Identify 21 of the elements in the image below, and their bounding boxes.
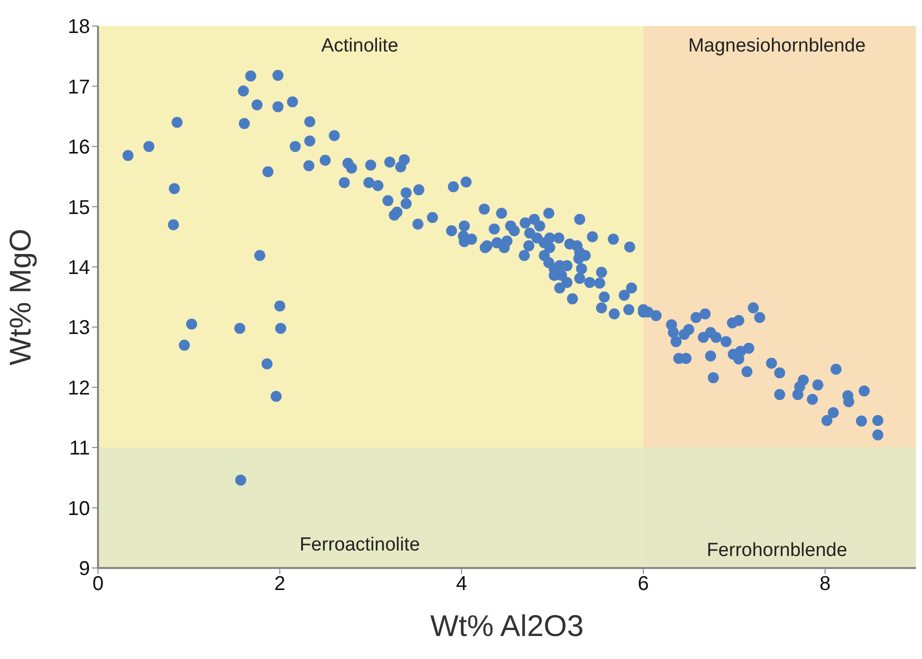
y-tick-label: 18 [68,16,90,38]
y-tick-label: 15 [68,196,90,219]
y-tick-label: 11 [69,438,90,460]
annotation: Actinolite [321,36,398,57]
y-tick-label: 16 [68,136,90,159]
y-axis-title: Wt% MgO [4,228,38,366]
x-tick-label: 4 [456,573,468,596]
annotation: Ferrohornblende [706,540,848,561]
annotation: Ferroactinolite [300,534,420,556]
x-axis-title: Wt% Al2O3 [430,610,584,643]
x-tick-label: 6 [638,573,649,596]
y-tick-label: 12 [68,377,90,400]
y-tick-label: 9 [78,558,90,580]
y-tick-label: 17 [68,76,90,98]
x-tick-label: 0 [92,573,104,596]
x-tick-label: 2 [274,573,286,596]
y-tick-label: 13 [68,317,90,340]
x-tick-label: 8 [820,573,831,596]
annotation: Magnesiohornblende [688,36,866,57]
y-tick-label: 14 [68,256,90,279]
y-tick-label: 10 [68,498,90,520]
